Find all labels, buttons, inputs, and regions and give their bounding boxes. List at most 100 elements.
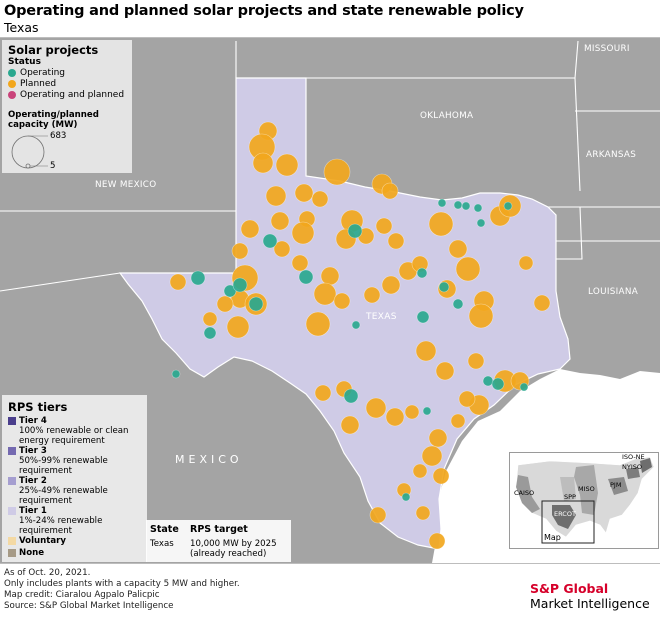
state-borders	[0, 40, 660, 292]
inset-ercot	[552, 505, 576, 529]
planned-project-marker	[333, 292, 351, 310]
planned-project-marker	[275, 153, 299, 177]
inset-label-spp: SPP	[564, 493, 576, 501]
planned-project-marker	[432, 467, 450, 485]
operating-project-marker	[482, 375, 494, 387]
state-rps-table: State RPS target Texas 10,000 MW by 2025…	[146, 520, 291, 562]
label-arkansas: ARKANSAS	[586, 150, 636, 160]
operating-project-marker	[453, 200, 463, 210]
label-new-mexico: NEW MEXICO	[95, 180, 156, 190]
inset-label-isone: ISO-NE	[622, 453, 645, 461]
inset-label-caiso: CAISO	[514, 489, 535, 497]
planned-project-marker	[381, 182, 399, 200]
planned-project-marker	[291, 221, 315, 245]
planned-project-marker	[305, 311, 331, 337]
operating-project-marker	[298, 269, 314, 285]
rps-target-header: RPS target	[190, 524, 248, 535]
operating-project-marker	[232, 277, 248, 293]
operating-project-marker	[416, 267, 428, 279]
operating-project-marker	[248, 296, 264, 312]
label-missouri: MISSOURI	[584, 44, 630, 54]
inset-miso	[574, 465, 598, 515]
project-bubbles	[169, 121, 551, 550]
inset-svg	[515, 456, 655, 544]
capacity-size-key	[11, 135, 48, 169]
planned-project-marker	[270, 211, 290, 231]
inset-us-map: ISO-NE NYISO MISO PJM SPP CAISO ERCOT Ma…	[509, 452, 659, 549]
operating-project-marker	[343, 388, 359, 404]
brand-logo-line2: Market Intelligence	[530, 596, 650, 611]
inset-pjm	[608, 477, 628, 495]
brand-logo-line1: S&P Global	[530, 581, 609, 596]
planned-project-marker	[314, 384, 332, 402]
planned-project-marker	[533, 294, 551, 312]
inset-label-ercot: ERCOT	[554, 510, 576, 518]
planned-project-marker	[450, 413, 466, 429]
operating-project-marker	[347, 223, 363, 239]
planned-project-marker	[375, 217, 393, 235]
planned-project-marker	[455, 256, 481, 282]
operating-project-marker	[416, 310, 430, 324]
operating-project-marker	[473, 203, 483, 213]
planned-project-marker	[428, 428, 448, 448]
inset-nyiso	[626, 467, 640, 479]
label-mexico: MEXICO	[175, 453, 243, 466]
operating-project-marker	[401, 492, 411, 502]
rps-legend: RPS tiers Tier 4 100% renewable or clean …	[2, 395, 147, 562]
planned-project-marker	[428, 211, 454, 237]
footnote-date: As of Oct. 20, 2021.	[4, 568, 91, 578]
operating-project-marker	[491, 377, 505, 391]
planned-project-marker	[226, 315, 250, 339]
map-title: Operating and planned solar projects and…	[4, 3, 524, 19]
planned-project-marker	[216, 295, 234, 313]
operating-project-marker	[519, 382, 529, 392]
planned-project-marker	[369, 506, 387, 524]
planned-project-marker	[458, 390, 476, 408]
texas-state	[118, 77, 571, 550]
planned-project-marker	[252, 152, 274, 174]
operating-project-marker	[476, 218, 486, 228]
planned-project-marker	[435, 361, 455, 381]
operating-planned-swatch	[8, 91, 16, 99]
planned-project-marker	[404, 404, 420, 420]
inset-label-pjm: PJM	[610, 481, 622, 489]
rps-target-value: 10,000 MW by 2025 (already reached)	[190, 539, 277, 559]
capacity-min-label: 5	[50, 161, 56, 171]
operating-project-marker	[437, 198, 447, 208]
planned-project-marker	[468, 303, 494, 329]
planned-project-marker	[273, 240, 291, 258]
planned-project-marker	[363, 286, 381, 304]
planned-swatch	[8, 80, 16, 88]
planned-project-marker	[311, 190, 329, 208]
planned-project-marker	[415, 340, 437, 362]
planned-project-marker	[381, 275, 401, 295]
solar-legend: Solar projects Status Operating Planned …	[2, 40, 132, 173]
operating-project-marker	[461, 201, 471, 211]
map-subtitle: Texas	[4, 20, 39, 35]
legend-capacity-label: Operating/planned capacity (MW)	[8, 110, 99, 130]
planned-project-marker	[240, 219, 260, 239]
legend-item-planned: Planned	[8, 79, 56, 89]
planned-project-marker	[340, 415, 360, 435]
planned-project-marker	[415, 505, 431, 521]
inset-caiso	[516, 475, 540, 513]
inset-isone	[640, 458, 652, 473]
legend-heading: Solar projects	[8, 43, 99, 57]
footnote-source: Source: S&P Global Market Intelligence	[4, 601, 174, 611]
planned-project-marker	[385, 407, 405, 427]
operating-project-marker	[203, 326, 217, 340]
map-area: MISSOURI OKLAHOMA ARKANSAS NEW MEXICO LO…	[0, 37, 660, 564]
planned-project-marker	[365, 397, 387, 419]
planned-project-marker	[265, 185, 287, 207]
operating-project-marker	[452, 298, 464, 310]
inset-highlight-box	[541, 500, 595, 544]
inset-spp	[560, 477, 576, 501]
planned-project-marker	[202, 311, 218, 327]
planned-project-marker	[231, 242, 249, 260]
operating-project-marker	[351, 320, 361, 330]
planned-project-marker	[518, 255, 534, 271]
capacity-max-label: 683	[50, 131, 67, 141]
planned-project-marker	[421, 445, 443, 467]
legend-status-label: Status	[8, 57, 41, 67]
label-louisiana: LOUISIANA	[588, 287, 638, 297]
